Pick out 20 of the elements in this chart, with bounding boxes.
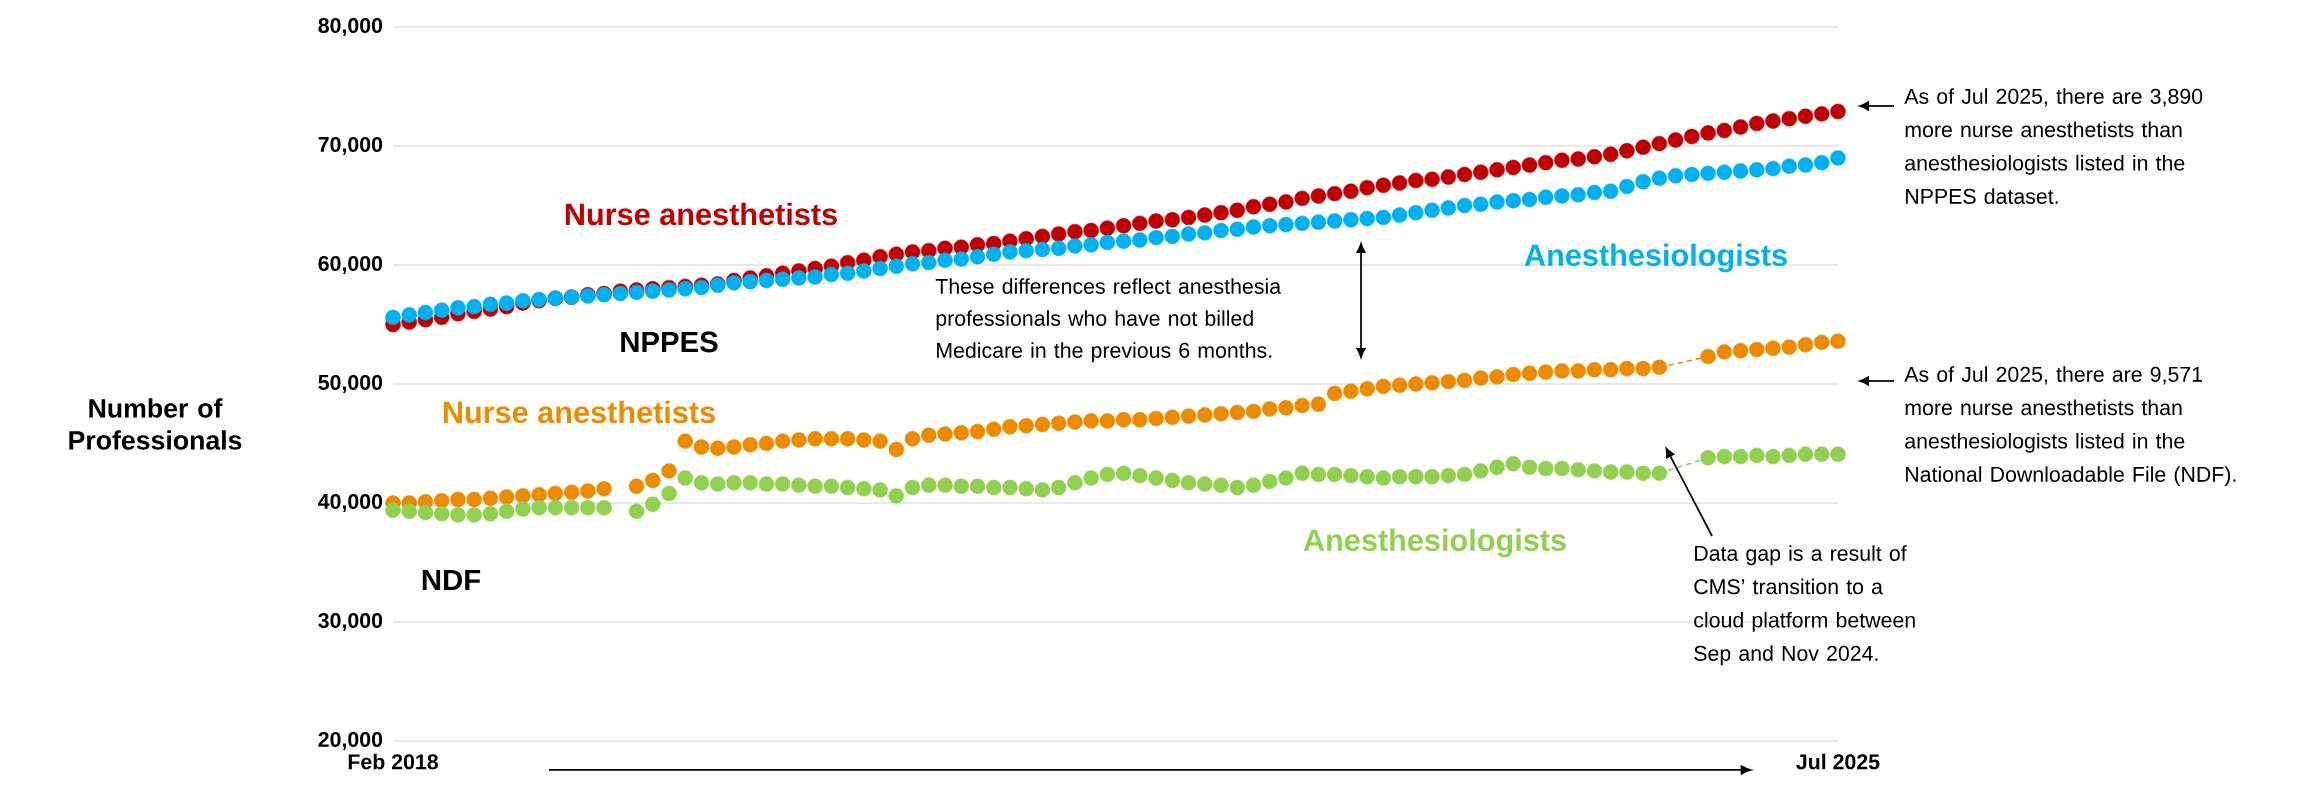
annotation: Data gap is a result of CMS’ transition to a cloud platform between Sep and Nov 2024. — [1694, 545, 1915, 666]
series-label: Nurse anesthetists — [443, 400, 715, 424]
y-axis-title: Number of Professionals — [69, 398, 242, 450]
series-label: Anesthesiologists — [1303, 528, 1566, 558]
y-tick-label: 60,000 — [318, 255, 383, 275]
y-tick-label: 20,000 — [318, 731, 383, 751]
y-tick-label: 80,000 — [318, 17, 383, 37]
annotation: NPPES — [621, 331, 718, 353]
x-tick-label: Jul 2025 — [1796, 753, 1880, 770]
text: As of Jul 2025, there are 3,890 more nurse anesthetists than anesthesiologists listed in the NPPES dataset. — [1904, 88, 2203, 204]
y-tick-label: 50,000 — [318, 374, 383, 394]
y-tick-label: 30,000 — [318, 612, 383, 632]
series-label: Nurse anesthetists — [565, 202, 837, 226]
y-tick-label: 70,000 — [318, 136, 383, 156]
annotation: These differences reflect anesthesia professionals who have not billed Medicare in the previous 6 months. — [935, 278, 1282, 363]
text: As of Jul 2025, there are 9,571 more nurse anesthetists than anesthesiologists listed in the National Downloadable File (NDF). — [1904, 366, 2236, 487]
y-tick-label: 40,000 — [318, 493, 383, 513]
series-label: Anesthesiologists — [1524, 243, 1787, 273]
x-tick-label: Feb 2018 — [348, 753, 438, 770]
annotation: NDF — [422, 569, 481, 591]
